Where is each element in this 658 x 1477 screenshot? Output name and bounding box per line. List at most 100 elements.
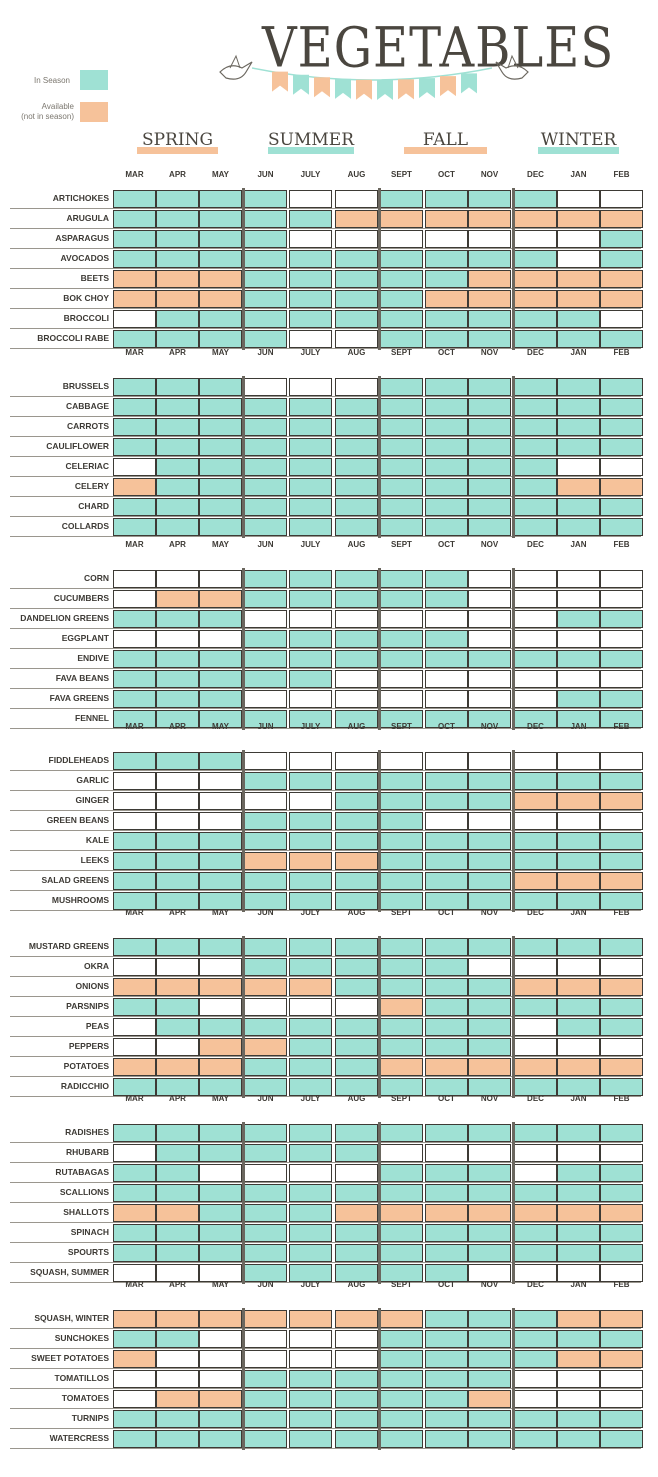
- vegetable-label: FAVA GREENS: [49, 693, 109, 703]
- vegetable-label: MUSHROOMS: [51, 895, 109, 905]
- bunting-flag: [335, 78, 351, 99]
- season-cell: [380, 1310, 423, 1328]
- season-label-spring: SPRING: [133, 130, 222, 154]
- vegetable-label: FAVA BEANS: [55, 673, 109, 683]
- season-cell: [244, 690, 287, 708]
- season-cell: [113, 610, 156, 628]
- season-cell: [113, 792, 156, 810]
- month-header-sept: SEPT: [391, 908, 412, 917]
- season-cell: [335, 772, 378, 790]
- season-cell: [514, 812, 557, 830]
- row-separator: [10, 1222, 641, 1223]
- row-separator: [10, 830, 641, 831]
- row-separator: [10, 1448, 641, 1449]
- season-cell: [468, 230, 511, 248]
- season-cell: [199, 590, 242, 608]
- season-cell: [380, 518, 423, 536]
- season-cell: [113, 1264, 156, 1282]
- season-cell: [557, 570, 600, 588]
- season-cell: [335, 498, 378, 516]
- season-cell: [335, 832, 378, 850]
- season-cell: [380, 418, 423, 436]
- month-header-jun: JUN: [257, 1094, 274, 1103]
- season-cell: [244, 1164, 287, 1182]
- month-header-apr: APR: [169, 722, 186, 731]
- season-cell: [468, 398, 511, 416]
- vegetable-label: CABBAGE: [66, 401, 109, 411]
- season-cell: [425, 210, 468, 228]
- season-cell: [514, 610, 557, 628]
- season-cell: [468, 270, 511, 288]
- row-separator: [10, 1202, 641, 1203]
- season-cell: [244, 958, 287, 976]
- season-cell: [244, 458, 287, 476]
- legend-in-season-label: In Season: [33, 76, 70, 85]
- season-cell: [380, 852, 423, 870]
- season-cell: [514, 1224, 557, 1242]
- season-cell: [156, 978, 199, 996]
- season-cell: [199, 892, 242, 910]
- season-cell: [600, 1204, 643, 1222]
- season-cell: [113, 812, 156, 830]
- row-separator: [10, 496, 641, 497]
- row-separator: [10, 1076, 641, 1077]
- season-cell: [199, 998, 242, 1016]
- month-header-mar: MAR: [125, 722, 144, 731]
- vegetable-label: OKRA: [83, 961, 109, 971]
- season-cell: [514, 630, 557, 648]
- season-cell: [113, 230, 156, 248]
- season-cell: [380, 650, 423, 668]
- season-cell: [557, 290, 600, 308]
- season-cell: [600, 630, 643, 648]
- month-header-jan: JAN: [570, 1280, 587, 1289]
- season-cell: [113, 1164, 156, 1182]
- season-cell: [557, 498, 600, 516]
- season-cell: [600, 1370, 643, 1388]
- vegetable-label: PEAS: [85, 1021, 109, 1031]
- season-cell: [425, 630, 468, 648]
- season-cell: [380, 1058, 423, 1076]
- season-label-summer: SUMMER: [264, 130, 358, 154]
- row-separator: [10, 1162, 641, 1163]
- season-cell: [199, 378, 242, 396]
- season-cell: [514, 1310, 557, 1328]
- vegetable-label: BROCCOLI: [63, 313, 109, 323]
- season-label-winter: WINTER: [534, 130, 623, 154]
- season-cell: [600, 458, 643, 476]
- season-cell: [557, 1350, 600, 1368]
- season-cell: [380, 690, 423, 708]
- season-cell: [244, 772, 287, 790]
- season-cell: [557, 1430, 600, 1448]
- season-cell: [468, 210, 511, 228]
- season-cell: [425, 1430, 468, 1448]
- season-cell: [335, 1370, 378, 1388]
- season-cell: [113, 590, 156, 608]
- season-cell: [514, 1350, 557, 1368]
- season-cell: [289, 670, 332, 688]
- season-cell: [514, 1390, 557, 1408]
- season-cell: [335, 378, 378, 396]
- season-cell: [113, 1390, 156, 1408]
- season-cell: [557, 1330, 600, 1348]
- month-header-july: JULY: [300, 908, 321, 917]
- season-cell: [600, 690, 643, 708]
- season-cell: [600, 1078, 643, 1096]
- season-cell: [199, 690, 242, 708]
- season-cell: [289, 570, 332, 588]
- season-cell: [557, 892, 600, 910]
- season-cell: [468, 1264, 511, 1282]
- season-cell: [289, 1224, 332, 1242]
- season-cell: [199, 1018, 242, 1036]
- season-cell: [600, 1244, 643, 1262]
- season-cell: [600, 958, 643, 976]
- season-cell: [156, 792, 199, 810]
- season-cell: [514, 832, 557, 850]
- season-cell: [156, 1164, 199, 1182]
- season-cell: [289, 330, 332, 348]
- season-cell: [244, 1390, 287, 1408]
- season-cell: [380, 872, 423, 890]
- season-cell: [244, 630, 287, 648]
- vegetable-label: TOMATOES: [61, 1393, 109, 1403]
- month-header-jun: JUN: [257, 540, 274, 549]
- season-cell: [113, 570, 156, 588]
